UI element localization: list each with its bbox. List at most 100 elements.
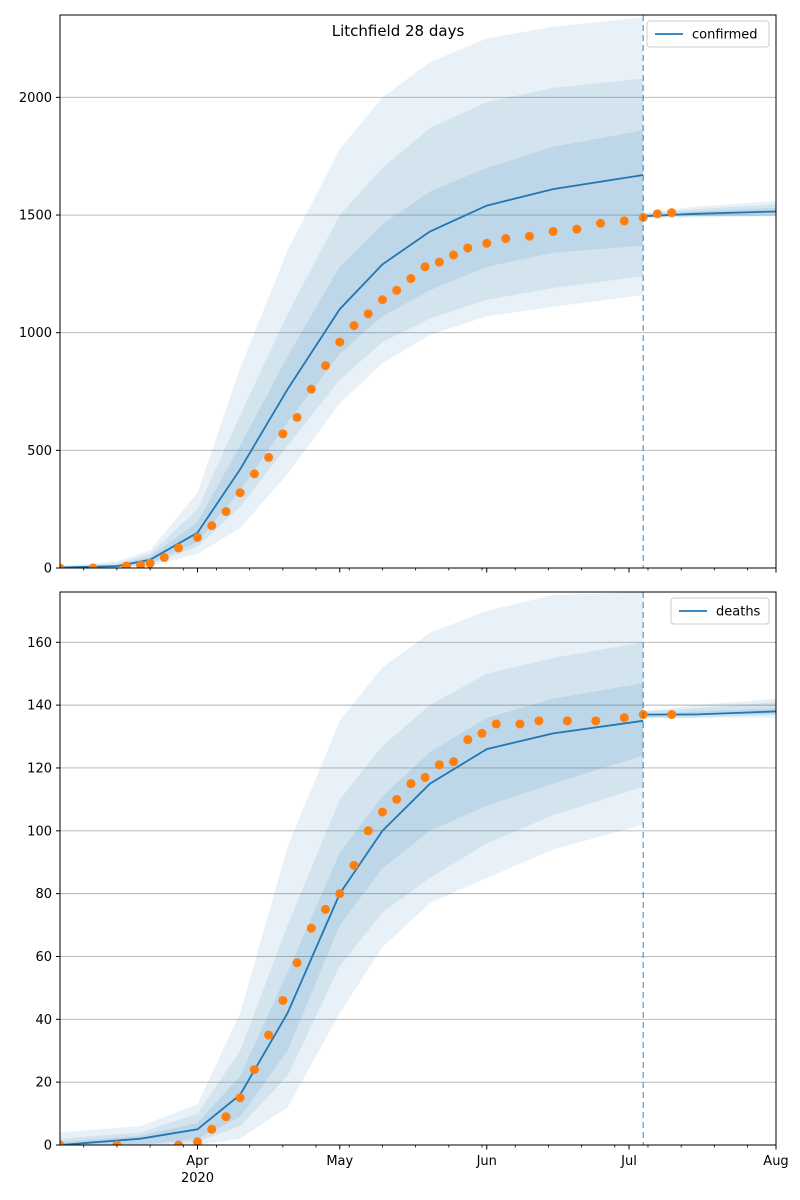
legend: deaths [670, 597, 770, 625]
observed-point [363, 309, 373, 319]
observed-point [406, 274, 416, 284]
observed-point [207, 1124, 217, 1134]
observed-point [278, 995, 288, 1005]
observed-point [292, 412, 302, 422]
legend-box [670, 597, 770, 625]
observed-point [235, 488, 245, 498]
observed-point [392, 794, 402, 804]
observed-point [491, 719, 501, 729]
model-median-line [60, 174, 644, 568]
observed-point [449, 250, 459, 260]
observed-point [449, 757, 459, 767]
observed-point [619, 713, 629, 723]
observed-point [207, 521, 217, 531]
observed-point [264, 1030, 274, 1040]
y-tick-label: 100 [27, 824, 52, 839]
observed-point [174, 1140, 184, 1145]
observed-point [463, 243, 473, 253]
observed-point [321, 361, 331, 371]
observed-point [306, 384, 316, 394]
confirmed-panel: 0 500 1000 1500 2000 confirmed [19, 14, 777, 577]
legend: confirmed [646, 20, 770, 48]
observed-point [249, 469, 259, 479]
x-tick-label: Aug [763, 1154, 788, 1169]
observed-point [434, 760, 444, 770]
y-tick-label: 140 [27, 699, 52, 714]
observed-point [60, 1140, 65, 1145]
observed-point [562, 716, 572, 726]
observed-point [60, 563, 65, 568]
y-tick-label: 160 [27, 636, 52, 651]
x-tick-label: Jun [476, 1154, 497, 1169]
observed-point [335, 337, 345, 347]
observed-point [420, 262, 430, 272]
observed-point [392, 285, 402, 295]
axes-frame [59, 591, 777, 1146]
observed-point [377, 807, 387, 817]
observed-point [221, 507, 231, 517]
model-band-80 [60, 642, 644, 1145]
observed-point [193, 1137, 203, 1145]
x-tick-label: May [326, 1154, 353, 1169]
y-tick-label: 60 [35, 950, 52, 965]
observed-point [159, 552, 169, 562]
observed-point [292, 958, 302, 968]
observed-point [112, 1140, 122, 1145]
observed-point [482, 238, 492, 248]
observed-point [174, 543, 184, 553]
observed-point [136, 560, 146, 568]
legend-label: confirmed [692, 28, 758, 43]
observed-point [235, 1093, 245, 1103]
observed-point [377, 295, 387, 305]
forecast-median-line [643, 710, 776, 716]
observed-point [667, 710, 677, 720]
legend-box [646, 20, 770, 48]
observed-point [121, 561, 131, 568]
x-tick-sublabel: 2020 [181, 1171, 214, 1186]
chart-title: Litchfield 28 days [332, 22, 465, 40]
observed-point [572, 224, 582, 234]
observed-point [524, 231, 534, 241]
y-tick-label: 0 [44, 1139, 52, 1154]
observed-point [221, 1112, 231, 1122]
observed-point [249, 1065, 259, 1075]
y-tick-label: 120 [27, 761, 52, 776]
y-tick-label: 2000 [19, 91, 52, 106]
observed-point [264, 452, 274, 462]
observed-point [596, 218, 606, 228]
observed-point [363, 826, 373, 836]
observed-point [306, 923, 316, 933]
observed-point [406, 779, 416, 789]
observed-point [591, 716, 601, 726]
observed-point [349, 860, 359, 870]
observed-point [278, 429, 288, 439]
observed-point [335, 889, 345, 899]
y-tick-label: 1500 [19, 209, 52, 224]
model-band-95 [60, 17, 644, 568]
observed-point [88, 563, 98, 568]
observed-point [548, 226, 558, 236]
x-tick-label: Apr [186, 1154, 209, 1169]
observed-point [145, 558, 155, 568]
plot-area [60, 17, 776, 568]
axes-frame [59, 14, 777, 569]
model-band-50 [60, 130, 644, 568]
observed-point [434, 257, 444, 267]
observed-point [477, 728, 487, 738]
legend-label: deaths [716, 605, 761, 620]
y-tick-label: 1000 [19, 326, 52, 341]
observed-point [420, 772, 430, 782]
observed-point [667, 208, 677, 218]
observed-point [321, 904, 331, 914]
y-tick-label: 500 [27, 444, 52, 459]
x-tick-label: Jul [620, 1154, 637, 1169]
observed-point [652, 209, 662, 219]
y-tick-label: 80 [35, 887, 52, 902]
y-tick-label: 0 [44, 562, 52, 577]
observed-point [534, 716, 544, 726]
plot-area [60, 592, 776, 1145]
observed-point [349, 321, 359, 331]
observed-point [515, 719, 525, 729]
observed-point [501, 234, 511, 244]
